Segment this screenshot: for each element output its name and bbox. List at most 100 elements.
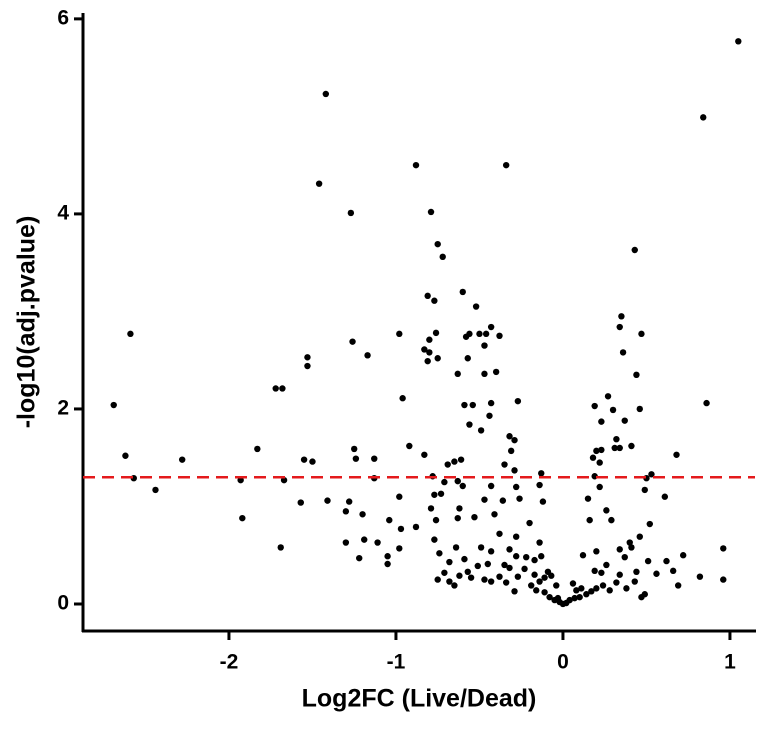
point [674,582,682,589]
point [546,593,553,601]
point [351,445,358,453]
point [613,579,620,586]
point [471,513,478,521]
x-tick-label: -1 [387,651,406,674]
point [456,505,463,512]
y-tick-label: 0 [57,592,69,615]
point [434,576,441,583]
point [309,458,316,465]
point [586,516,593,524]
point [596,483,603,491]
point [451,458,458,465]
point [653,570,660,577]
point [506,433,513,440]
point [633,371,640,379]
point [573,587,580,594]
point [619,349,627,356]
point [576,593,583,601]
point [477,427,485,434]
point [623,585,630,592]
point [426,349,433,356]
x-axis-title: Log2FC (Live/Dead) [302,685,537,713]
x-tick-label: -2 [220,651,239,674]
point [436,550,443,557]
point [521,565,528,573]
point [720,545,727,552]
point [608,516,615,524]
point [536,539,543,546]
point [487,323,495,331]
point [536,578,543,585]
point [431,297,438,304]
point [476,330,483,338]
point [454,514,461,522]
point [631,246,638,254]
point [661,493,669,500]
point [434,355,441,362]
point [434,240,441,248]
point [553,582,560,589]
point [444,461,451,468]
point [446,558,453,566]
point [487,482,495,490]
point [322,90,330,98]
point [596,459,603,466]
point [616,444,623,452]
point [399,395,406,402]
point [609,406,617,414]
point [431,491,438,498]
point [437,490,445,497]
point [626,539,633,546]
point [110,401,117,409]
point [591,567,598,575]
point [511,588,518,595]
point [486,412,493,419]
point [451,582,458,589]
point [481,342,488,349]
point [427,208,435,216]
point [361,536,368,543]
point [412,523,420,531]
point [516,495,523,502]
point [342,539,350,546]
point [703,399,710,407]
point [254,445,261,453]
point [456,572,463,579]
point [641,591,648,598]
point [536,481,543,489]
point [484,560,492,568]
point [467,574,475,581]
point [481,370,488,378]
point [122,452,129,459]
point [441,478,448,486]
point [531,556,538,564]
point [538,470,545,477]
point [279,385,286,392]
point [636,405,643,413]
point [636,533,643,540]
point [347,209,355,217]
point [406,442,413,450]
point [591,402,598,410]
point [477,544,485,551]
point [569,580,577,587]
point [464,355,471,362]
point [277,544,284,551]
point [178,456,186,463]
point [604,393,612,400]
point [511,467,518,474]
point [593,548,600,555]
point [501,561,508,569]
point [472,303,480,310]
point [446,578,453,585]
point [628,544,635,551]
point [603,507,610,514]
point [359,511,366,518]
point [541,574,548,581]
point [421,451,428,458]
y-axis-title: -log10(adj.pvalue) [13,216,41,429]
point [578,585,585,592]
point [528,582,535,589]
point [613,435,620,443]
point [512,483,520,491]
